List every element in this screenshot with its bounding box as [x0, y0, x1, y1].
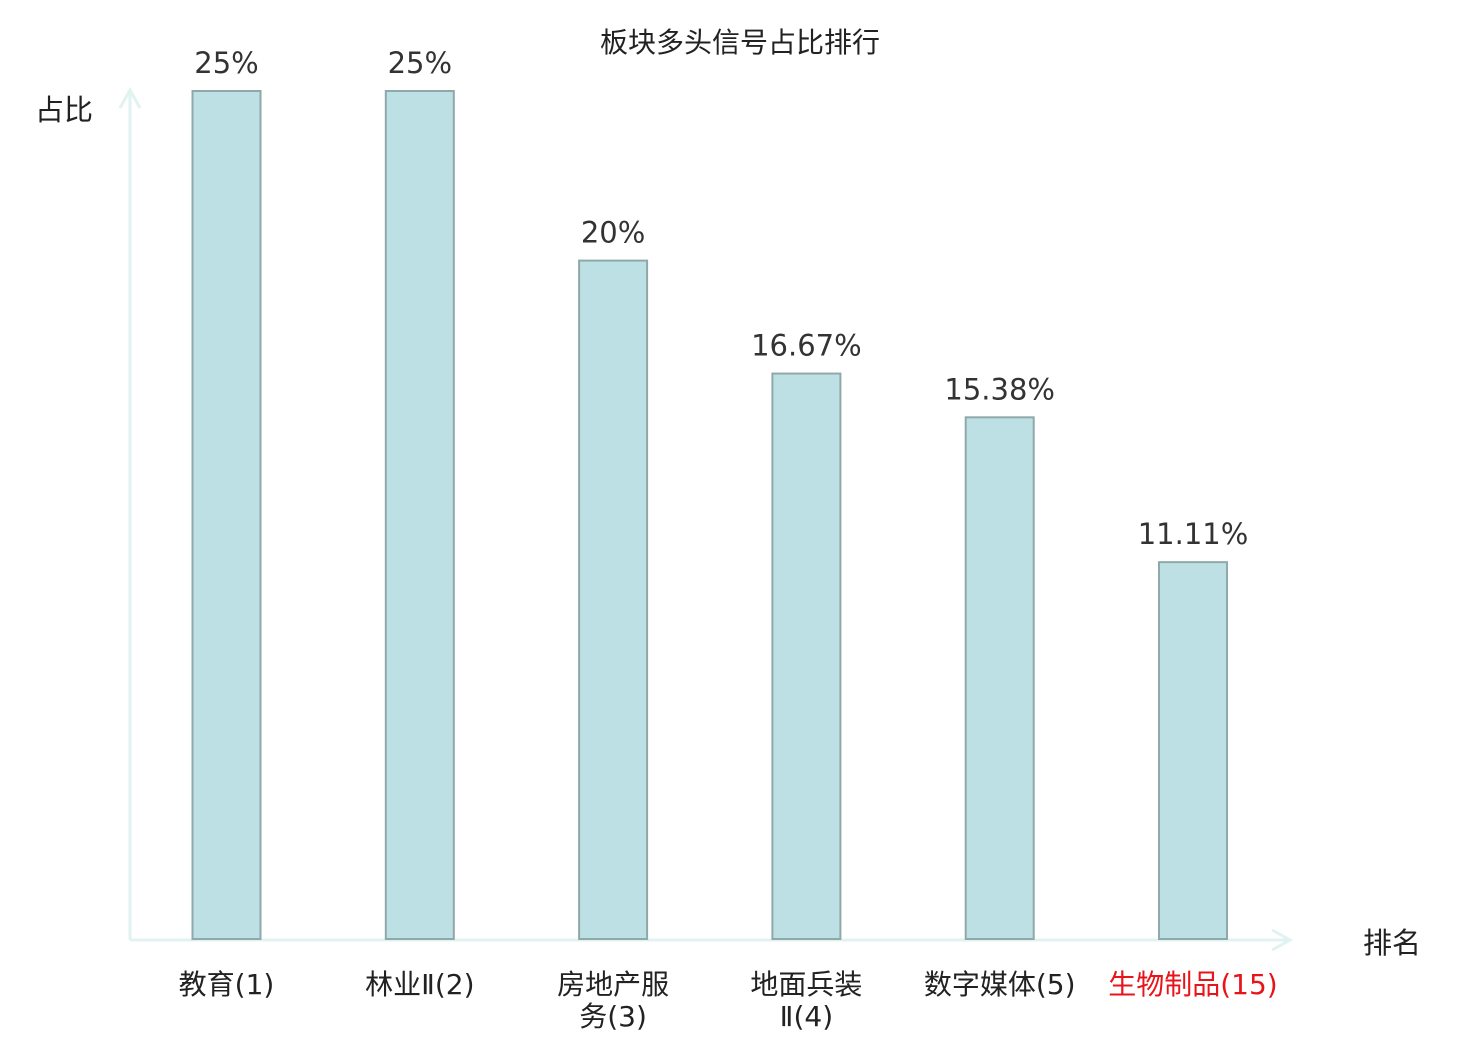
- bar-value-label: 20%: [581, 216, 645, 250]
- bar-value-label: 16.67%: [751, 329, 862, 363]
- category-label: 数字媒体(5): [924, 968, 1076, 1001]
- category-label: 生物制品(15): [1108, 968, 1277, 1001]
- category-label: Ⅱ(4): [780, 1000, 833, 1033]
- category-label: 林业Ⅱ(2): [365, 968, 474, 1001]
- bar: [1158, 561, 1228, 940]
- bar: [771, 372, 842, 940]
- bar-value-label: 15.38%: [944, 372, 1055, 406]
- bar: [191, 90, 262, 940]
- bar-value-label: 25%: [194, 46, 258, 80]
- y-axis: [118, 86, 142, 940]
- bar-value-label: 25%: [388, 46, 452, 80]
- bar: [578, 259, 649, 941]
- bar: [384, 90, 455, 940]
- bars: [191, 90, 1228, 941]
- value-labels: 25% 25% 20% 16.67% 15.38% 11.11%: [194, 46, 1248, 551]
- y-axis-arrow: [118, 86, 142, 109]
- bar: [964, 416, 1035, 940]
- bar-value-label: 11.11%: [1138, 517, 1249, 551]
- category-label: 房地产服: [557, 968, 669, 1001]
- chart-title: 板块多头信号占比排行: [600, 26, 880, 59]
- x-axis-label: 排名: [1363, 926, 1421, 960]
- y-axis-label: 占比: [35, 93, 93, 127]
- category-label: 地面兵装: [750, 968, 862, 1001]
- category-label: 教育(1): [179, 968, 275, 1001]
- x-axis: [130, 928, 1294, 952]
- x-axis-arrow: [1271, 928, 1294, 952]
- category-label: 务(3): [579, 1000, 647, 1033]
